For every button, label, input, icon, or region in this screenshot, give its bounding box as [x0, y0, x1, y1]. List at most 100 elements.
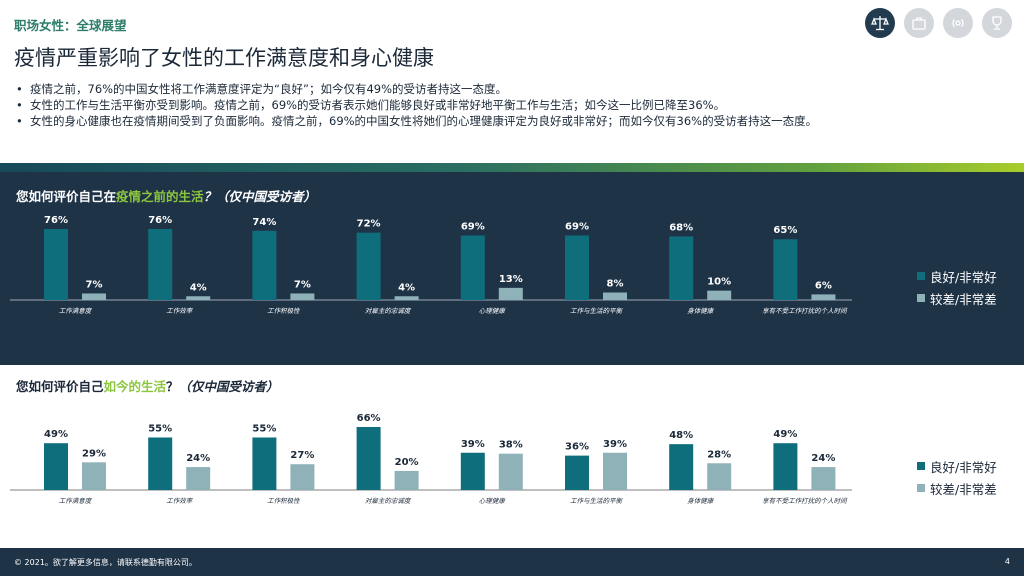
data-label: 72% [357, 219, 381, 230]
bar-bad [186, 467, 211, 490]
bar-good [565, 235, 589, 300]
legend-swatch-bad [917, 294, 925, 302]
bar-bad [707, 463, 732, 490]
page-title: 疫情严重影响了女性的工作满意度和身心健康 [14, 46, 434, 70]
footer-bar: © 2021。欲了解更多信息，请联系德勤有限公司。 4 [0, 548, 1024, 576]
bar-good [252, 230, 277, 300]
question-prefix: 您如何评价自己 [16, 379, 104, 394]
bar-bad [82, 462, 106, 490]
bar-good [356, 232, 381, 300]
data-label: 7% [86, 279, 103, 290]
data-label: 49% [44, 429, 68, 440]
bar-chart-now: 49% 29% 工作满意度 55% 24% 工作效率 55% 27% 工作积极性 66% 20% 对雇… [10, 413, 852, 505]
data-label: 10% [707, 277, 731, 288]
data-label: 20% [395, 457, 419, 468]
bar-bad [394, 470, 419, 490]
bar-good [356, 426, 381, 490]
bar-bad [186, 296, 211, 300]
bar-good [565, 455, 589, 490]
legend-item-bad: 较差/非常差 [917, 288, 997, 308]
bar-bad [498, 287, 523, 300]
bullet-item: 女性的工作与生活平衡亦受到影响。疫情之前，69%的受访者表示她们能够良好或非常好… [14, 97, 1014, 113]
category-label: 工作效率 [166, 497, 194, 505]
bar-bad [498, 453, 523, 490]
legend-label: 良好/非常好 [930, 459, 997, 475]
bar-bad [811, 467, 836, 490]
category-label: 工作效率 [166, 307, 194, 315]
bar-bad [811, 294, 836, 300]
question-highlight: 疫情之前的生活 [116, 189, 204, 204]
gradient-divider [0, 163, 1024, 172]
question-prefix: 您如何评价自己在 [16, 189, 117, 204]
legend-label: 良好/非常好 [930, 269, 997, 285]
scales-icon[interactable] [865, 8, 895, 38]
bar-good [44, 228, 68, 300]
data-label: 6% [815, 280, 832, 291]
data-label: 49% [773, 429, 797, 440]
bar-good [148, 437, 173, 490]
legend-item-good: 良好/非常好 [917, 266, 997, 286]
category-label: 心理健康 [479, 307, 507, 315]
bar-good [669, 444, 694, 490]
bar-chart-before: 76% 7% 工作满意度 76% 4% 工作效率 74% 7% 工作积极性 72% 4% 对雇主的忠诚… [10, 215, 852, 315]
data-label: 74% [252, 217, 276, 228]
nav-icons [865, 8, 1012, 38]
bullet-item: 女性的身心健康也在疫情期间受到了负面影响。疫情之前，69%的中国女性将她们的心理… [14, 113, 1014, 129]
legend-swatch-good [917, 272, 925, 280]
data-label: 66% [357, 413, 381, 424]
category-label: 工作满意度 [59, 307, 93, 315]
category-label: 享有不受工作打扰的个人时间 [762, 497, 848, 505]
data-label: 65% [773, 225, 797, 236]
briefcase-icon[interactable] [904, 8, 934, 38]
legend-swatch-good [917, 462, 925, 470]
data-label: 13% [499, 274, 523, 285]
category-label: 工作与生活的平衡 [570, 497, 624, 505]
bar-bad [290, 464, 315, 490]
category-label: 身体健康 [687, 307, 715, 315]
chart-question-now: 您如何评价自己如今的生活？（仅中国受访者） [16, 376, 279, 395]
legend-swatch-bad [917, 484, 925, 492]
data-label: 4% [190, 282, 207, 293]
data-label: 69% [461, 221, 485, 232]
data-label: 27% [290, 450, 314, 461]
bar-bad [603, 452, 627, 490]
bar-good [669, 236, 694, 300]
audio-icon[interactable] [943, 8, 973, 38]
bar-good [148, 228, 173, 300]
bar-good [773, 239, 798, 300]
legend-now: 良好/非常好 较差/非常差 [917, 456, 997, 500]
legend-label: 较差/非常差 [930, 291, 997, 307]
chart-question-before: 您如何评价自己在疫情之前的生活？（仅中国受访者） [16, 186, 316, 205]
bar-good [773, 443, 798, 490]
data-label: 55% [148, 423, 172, 434]
data-label: 38% [499, 440, 523, 451]
data-label: 39% [603, 439, 627, 450]
data-label: 8% [607, 279, 624, 290]
data-label: 48% [669, 430, 693, 441]
bar-bad [290, 293, 315, 300]
bullet-list: 疫情之前，76%的中国女性将工作满意度评定为“良好”；如今仅有49%的受访者持这… [14, 81, 1014, 129]
bar-bad [603, 292, 627, 300]
data-label: 28% [707, 449, 731, 460]
data-label: 76% [44, 215, 68, 226]
category-label: 身体健康 [687, 497, 715, 505]
question-suffix: ？ [203, 189, 217, 204]
question-highlight: 如今的生活 [103, 379, 167, 394]
legend-before: 良好/非常好 较差/非常差 [917, 266, 997, 310]
footer-copyright: © 2021。欲了解更多信息，请联系德勤有限公司。 [14, 558, 197, 567]
category-label: 心理健康 [479, 497, 507, 505]
bar-bad [394, 296, 419, 300]
data-label: 55% [252, 423, 276, 434]
data-label: 4% [398, 282, 415, 293]
legend-item-bad: 较差/非常差 [917, 478, 997, 498]
category-label: 工作积极性 [267, 307, 301, 315]
data-label: 69% [565, 221, 589, 232]
bar-good [252, 437, 277, 490]
legend-item-good: 良好/非常好 [917, 456, 997, 476]
trophy-icon[interactable] [982, 8, 1012, 38]
bullet-item: 疫情之前，76%的中国女性将工作满意度评定为“良好”；如今仅有49%的受访者持这… [14, 81, 1014, 97]
question-note: （仅中国受访者） [178, 379, 279, 394]
bar-good [460, 452, 485, 490]
data-label: 7% [294, 279, 311, 290]
data-label: 29% [82, 448, 106, 459]
